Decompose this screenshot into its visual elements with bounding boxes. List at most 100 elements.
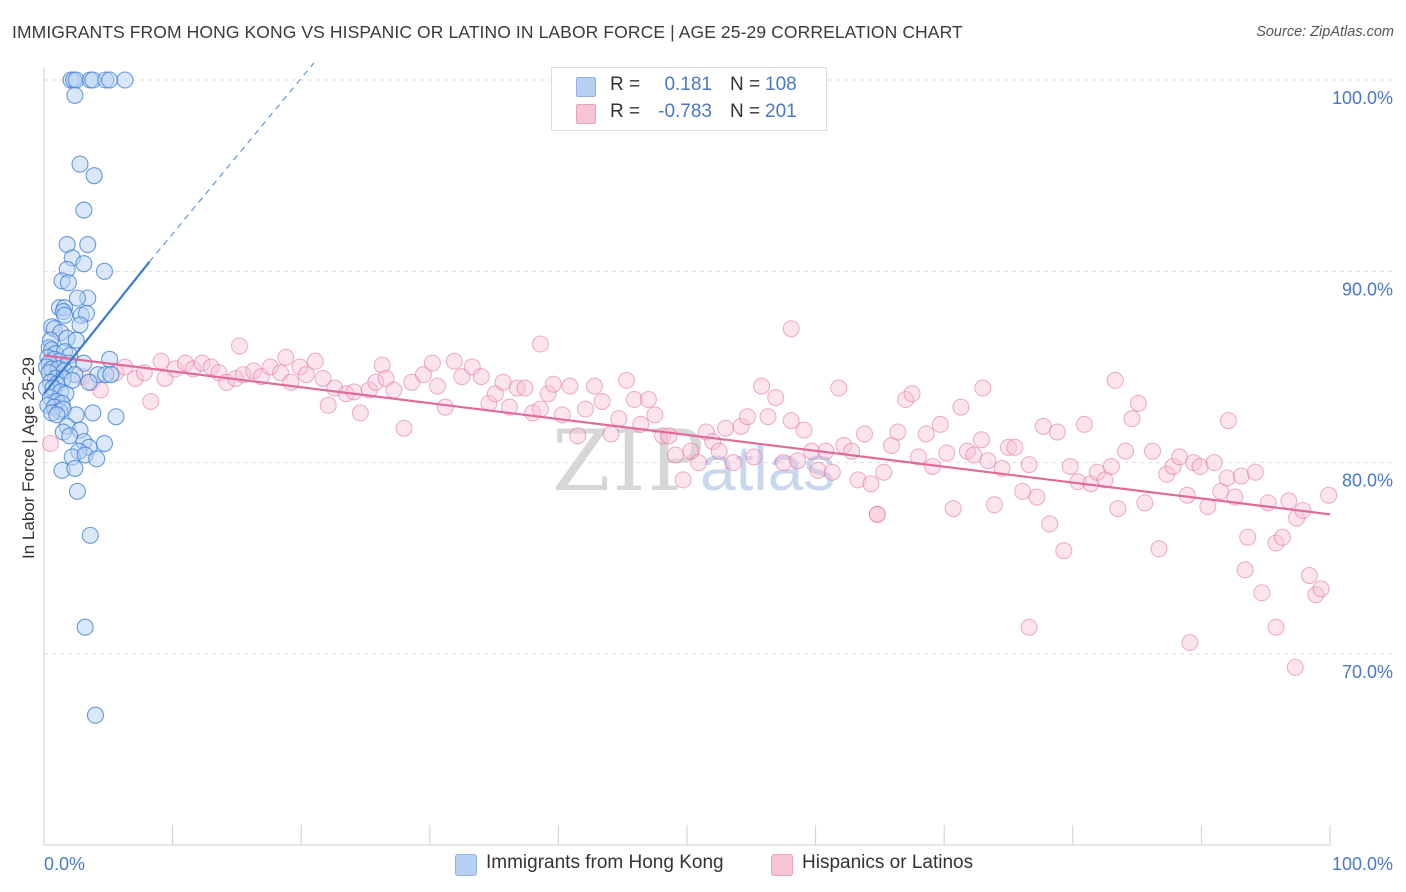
data-point-hong-kong[interactable]	[68, 482, 86, 500]
data-point-hispanic[interactable]	[1205, 454, 1223, 472]
data-point-hispanic[interactable]	[1253, 584, 1271, 602]
data-point-hispanic[interactable]	[1075, 415, 1093, 433]
data-point-hong-kong[interactable]	[59, 274, 77, 292]
data-point-hispanic[interactable]	[314, 369, 332, 387]
data-point-hispanic[interactable]	[753, 377, 771, 395]
data-point-hispanic[interactable]	[972, 431, 990, 449]
data-point-hispanic[interactable]	[531, 400, 549, 418]
data-point-hispanic[interactable]	[1000, 438, 1017, 456]
data-point-hispanic[interactable]	[423, 354, 441, 372]
data-point-hong-kong[interactable]	[68, 289, 86, 307]
data-point-hispanic[interactable]	[875, 463, 893, 481]
data-point-hispanic[interactable]	[1006, 438, 1024, 456]
data-point-hispanic[interactable]	[395, 419, 413, 437]
data-point-hong-kong[interactable]	[95, 262, 113, 280]
data-point-hispanic[interactable]	[1320, 486, 1338, 504]
data-point-hong-kong[interactable]	[102, 366, 120, 384]
data-point-hispanic[interactable]	[710, 442, 728, 460]
data-point-hispanic[interactable]	[625, 391, 643, 409]
data-point-hispanic[interactable]	[1218, 469, 1236, 487]
data-point-hispanic[interactable]	[576, 400, 594, 418]
data-point-hispanic[interactable]	[373, 356, 391, 374]
data-point-hispanic[interactable]	[1129, 394, 1147, 412]
data-point-hispanic[interactable]	[1199, 498, 1217, 516]
data-point-hispanic[interactable]	[809, 461, 827, 479]
data-point-hispanic[interactable]	[690, 454, 708, 472]
data-point-hispanic[interactable]	[345, 383, 363, 401]
data-point-hispanic[interactable]	[618, 371, 636, 389]
data-point-hispanic[interactable]	[1236, 561, 1254, 579]
data-point-hispanic[interactable]	[795, 421, 813, 439]
data-point-hong-kong[interactable]	[84, 404, 102, 422]
data-point-hispanic[interactable]	[938, 444, 956, 462]
data-point-hong-kong[interactable]	[66, 459, 84, 477]
data-point-hispanic[interactable]	[1267, 534, 1285, 552]
data-point-hong-kong[interactable]	[86, 706, 104, 724]
data-point-hispanic[interactable]	[862, 475, 880, 493]
data-point-hispanic[interactable]	[1028, 488, 1046, 506]
data-point-hispanic[interactable]	[979, 452, 997, 470]
data-point-hispanic[interactable]	[1280, 492, 1298, 510]
data-point-hispanic[interactable]	[830, 379, 848, 397]
data-point-hispanic[interactable]	[494, 373, 512, 391]
data-point-hispanic[interactable]	[724, 454, 742, 472]
data-point-hispanic[interactable]	[1219, 412, 1237, 430]
data-point-hispanic[interactable]	[142, 392, 160, 410]
data-point-hispanic[interactable]	[1144, 442, 1162, 460]
data-point-hong-kong[interactable]	[81, 526, 99, 544]
data-point-hispanic[interactable]	[602, 425, 620, 443]
data-point-hispanic[interactable]	[610, 410, 628, 428]
data-point-hong-kong[interactable]	[66, 86, 84, 104]
data-point-hispanic[interactable]	[1136, 494, 1154, 512]
data-point-hispanic[interactable]	[909, 448, 927, 466]
data-point-hispanic[interactable]	[351, 404, 369, 422]
data-point-hispanic[interactable]	[1246, 463, 1264, 481]
data-point-hispanic[interactable]	[261, 358, 279, 376]
data-point-hispanic[interactable]	[41, 435, 59, 453]
data-point-hispanic[interactable]	[1267, 618, 1285, 636]
data-point-hispanic[interactable]	[1191, 457, 1209, 475]
data-point-hispanic[interactable]	[385, 381, 403, 399]
data-point-hispanic[interactable]	[660, 427, 678, 445]
data-point-hispanic[interactable]	[152, 352, 170, 370]
data-point-hispanic[interactable]	[1106, 371, 1124, 389]
data-point-hispanic[interactable]	[544, 375, 562, 393]
data-point-hispanic[interactable]	[282, 373, 300, 391]
data-point-hispanic[interactable]	[445, 352, 463, 370]
data-point-hong-kong[interactable]	[116, 71, 134, 89]
data-point-hispanic[interactable]	[1312, 580, 1330, 598]
data-point-hispanic[interactable]	[1014, 482, 1032, 500]
data-point-hispanic[interactable]	[889, 423, 907, 441]
data-point-hispanic[interactable]	[646, 406, 664, 424]
data-point-hispanic[interactable]	[732, 417, 750, 435]
data-point-hong-kong[interactable]	[76, 618, 94, 636]
data-point-hispanic[interactable]	[1239, 528, 1257, 546]
data-point-hispanic[interactable]	[1055, 542, 1073, 560]
data-point-hong-kong[interactable]	[80, 373, 98, 391]
data-point-hispanic[interactable]	[429, 377, 447, 395]
data-point-hispanic[interactable]	[674, 471, 692, 489]
data-point-hispanic[interactable]	[367, 373, 385, 391]
data-point-hispanic[interactable]	[593, 392, 611, 410]
data-point-hispanic[interactable]	[738, 408, 756, 426]
data-point-hispanic[interactable]	[126, 369, 144, 387]
data-point-hispanic[interactable]	[1109, 500, 1127, 518]
data-point-hispanic[interactable]	[501, 398, 519, 416]
data-point-hong-kong[interactable]	[95, 434, 113, 453]
data-point-hispanic[interactable]	[1048, 423, 1066, 441]
data-point-hispanic[interactable]	[903, 385, 921, 403]
data-point-hong-kong[interactable]	[56, 306, 74, 324]
data-point-hispanic[interactable]	[1102, 457, 1120, 475]
data-point-hispanic[interactable]	[944, 500, 962, 518]
data-point-hispanic[interactable]	[1123, 410, 1141, 428]
data-point-hong-kong[interactable]	[79, 235, 97, 254]
data-point-hong-kong[interactable]	[67, 331, 85, 349]
data-point-hispanic[interactable]	[1020, 456, 1038, 474]
data-point-hispanic[interactable]	[1034, 417, 1052, 435]
data-point-hispanic[interactable]	[855, 425, 873, 443]
data-point-hispanic[interactable]	[782, 320, 800, 338]
data-point-hispanic[interactable]	[1164, 457, 1182, 475]
data-point-hong-kong[interactable]	[85, 167, 103, 185]
data-point-hispanic[interactable]	[823, 463, 841, 481]
data-point-hispanic[interactable]	[1020, 618, 1038, 636]
